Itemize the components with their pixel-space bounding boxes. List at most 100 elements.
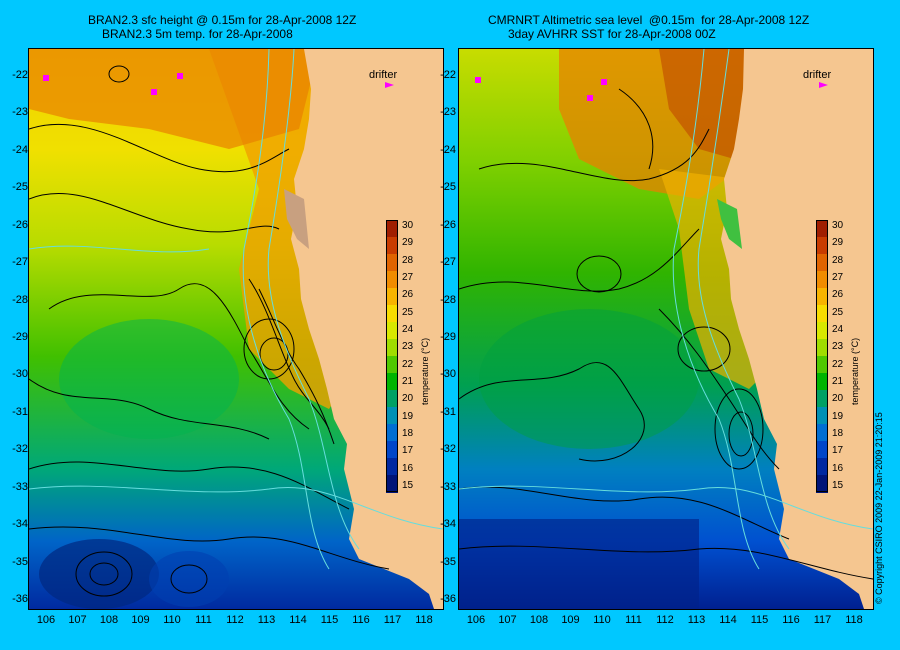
left-lat-label: -36 — [12, 593, 28, 605]
right-lon-label: 117 — [813, 614, 832, 626]
right-title-line1: CMRNRT Altimetric sea level @0.15m for 2… — [488, 13, 810, 27]
right-map-panel: drifter — [458, 48, 874, 610]
right-lat-label: -30 — [440, 368, 456, 381]
right-drifter-track-2 — [587, 95, 593, 101]
left-lat-label: -32 — [12, 443, 28, 456]
colorbar-tick-label: 18 — [832, 428, 844, 439]
left-title-line2: BRAN2.3 5m temp. for 28-Apr-2008 — [102, 27, 293, 41]
left-lat-label: -25 — [12, 181, 28, 194]
left-lat-label: -29 — [12, 331, 28, 343]
left-cold-eddy-2 — [149, 551, 229, 607]
left-lat-label: -26 — [12, 218, 28, 231]
right-lon-label: 113 — [687, 614, 706, 626]
colorbar-segment — [816, 288, 828, 306]
left-map-panel: drifter — [28, 48, 444, 610]
copyright-notice: © Copyright CSIRO 2009 22-Jan-2009 21:20… — [874, 412, 884, 604]
colorbar-segment — [386, 220, 398, 238]
left-lon-label: 113 — [257, 614, 276, 626]
left-lat-label: -35 — [12, 555, 28, 568]
colorbar-segment — [386, 288, 398, 306]
right-lon-label: 109 — [561, 614, 580, 626]
colorbar-tick-label: 30 — [402, 220, 414, 231]
colorbar-tick-label: 21 — [832, 376, 844, 387]
colorbar-tick-label: 26 — [832, 289, 844, 301]
right-lat-label: -34 — [440, 518, 456, 531]
right-lat-label: -26 — [440, 218, 456, 231]
colorbar-title: temperature (°C) — [850, 337, 860, 405]
right-lon-label: 107 — [498, 614, 517, 626]
left-lon-label: 118 — [415, 614, 433, 626]
left-drifter-track-2 — [151, 89, 157, 95]
colorbar-tick-label: 15 — [832, 480, 844, 491]
colorbar-segment — [386, 305, 398, 323]
right-lon-label: 115 — [750, 614, 769, 626]
left-lon-label: 114 — [289, 614, 307, 626]
colorbar-segment — [386, 237, 398, 255]
right-lon-label: 118 — [845, 614, 863, 626]
left-lat-label: -30 — [12, 368, 28, 381]
right-contours — [459, 88, 873, 580]
left-bathymetry — [29, 49, 443, 570]
colorbar-tick-label: 28 — [402, 254, 414, 266]
colorbar-tick-label: 19 — [832, 410, 844, 422]
colorbar-segment — [816, 373, 828, 391]
colorbar-segment — [816, 322, 828, 340]
right-dark-north — [659, 49, 749, 159]
colorbar-segment — [386, 373, 398, 391]
right-shark-bay — [717, 199, 742, 249]
colorbar-tick-label: 30 — [832, 220, 844, 231]
left-lon-label: 110 — [163, 614, 181, 626]
colorbar-tick-label: 22 — [402, 358, 414, 370]
right-land — [721, 49, 873, 609]
left-lat-label: -33 — [12, 480, 28, 493]
colorbar-segment — [816, 475, 828, 493]
right-lon-label: 114 — [719, 614, 737, 626]
colorbar-tick-label: 24 — [402, 324, 414, 335]
right-lat-label: -33 — [440, 480, 456, 493]
right-lat-label: -32 — [440, 443, 456, 456]
colorbar-segment — [386, 458, 398, 476]
colorbar-tick-label: 17 — [832, 445, 844, 457]
right-lat-label: -29 — [440, 331, 456, 343]
right-lon-label: 110 — [593, 614, 611, 626]
colorbar-segment — [386, 407, 398, 425]
colorbar-segment — [816, 254, 828, 272]
colorbar-tick-label: 16 — [402, 462, 414, 474]
right-drifter-track-1 — [475, 77, 481, 83]
colorbar-tick-label: 29 — [402, 237, 414, 249]
colorbar-segment — [816, 441, 828, 459]
right-lon-label: 116 — [782, 614, 800, 626]
left-drifter-track-3 — [177, 73, 183, 79]
colorbar-tick-label: 15 — [402, 480, 414, 491]
colorbar-tick-label: 22 — [832, 358, 844, 370]
right-lat-label: -36 — [440, 593, 456, 605]
left-drifter-arrow-icon — [385, 82, 394, 88]
left-lat-label: -28 — [12, 293, 28, 306]
colorbar-segment — [386, 475, 398, 493]
left-drifter-legend: drifter — [369, 69, 397, 81]
colorbar-segment — [816, 458, 828, 476]
colorbar-tick-label: 27 — [832, 272, 844, 283]
right-lat-label: -31 — [440, 405, 456, 418]
right-deep-cold — [459, 519, 699, 609]
right-lat-label: -27 — [440, 256, 456, 269]
right-lon-label: 106 — [466, 614, 486, 626]
right-drifter-arrow-icon — [819, 82, 828, 88]
right-lat-label: -22 — [440, 69, 456, 81]
colorbar-frame — [816, 220, 828, 492]
left-drifter-track-1 — [43, 75, 49, 81]
colorbar-title: temperature (°C) — [420, 337, 430, 405]
colorbar-segment — [386, 441, 398, 459]
colorbar-tick-label: 27 — [402, 272, 414, 283]
right-colorbar: 30 29 28 27 26 25 24 23 22 21 20 19 18 17 16 15 temperat… — [816, 220, 876, 493]
left-colorbar: 30 29 28 27 26 25 24 23 22 21 20 19 18 17 16 15 temperat… — [386, 220, 446, 493]
colorbar-tick-label: 24 — [832, 324, 844, 335]
right-lon-label: 108 — [529, 614, 549, 626]
left-lat-label: -31 — [12, 405, 28, 418]
colorbar-segment — [816, 356, 828, 374]
colorbar-segment — [816, 305, 828, 323]
left-map-canvas — [29, 49, 443, 609]
colorbar-frame — [386, 220, 398, 492]
colorbar-segment — [816, 407, 828, 425]
colorbar-segment — [816, 220, 828, 238]
